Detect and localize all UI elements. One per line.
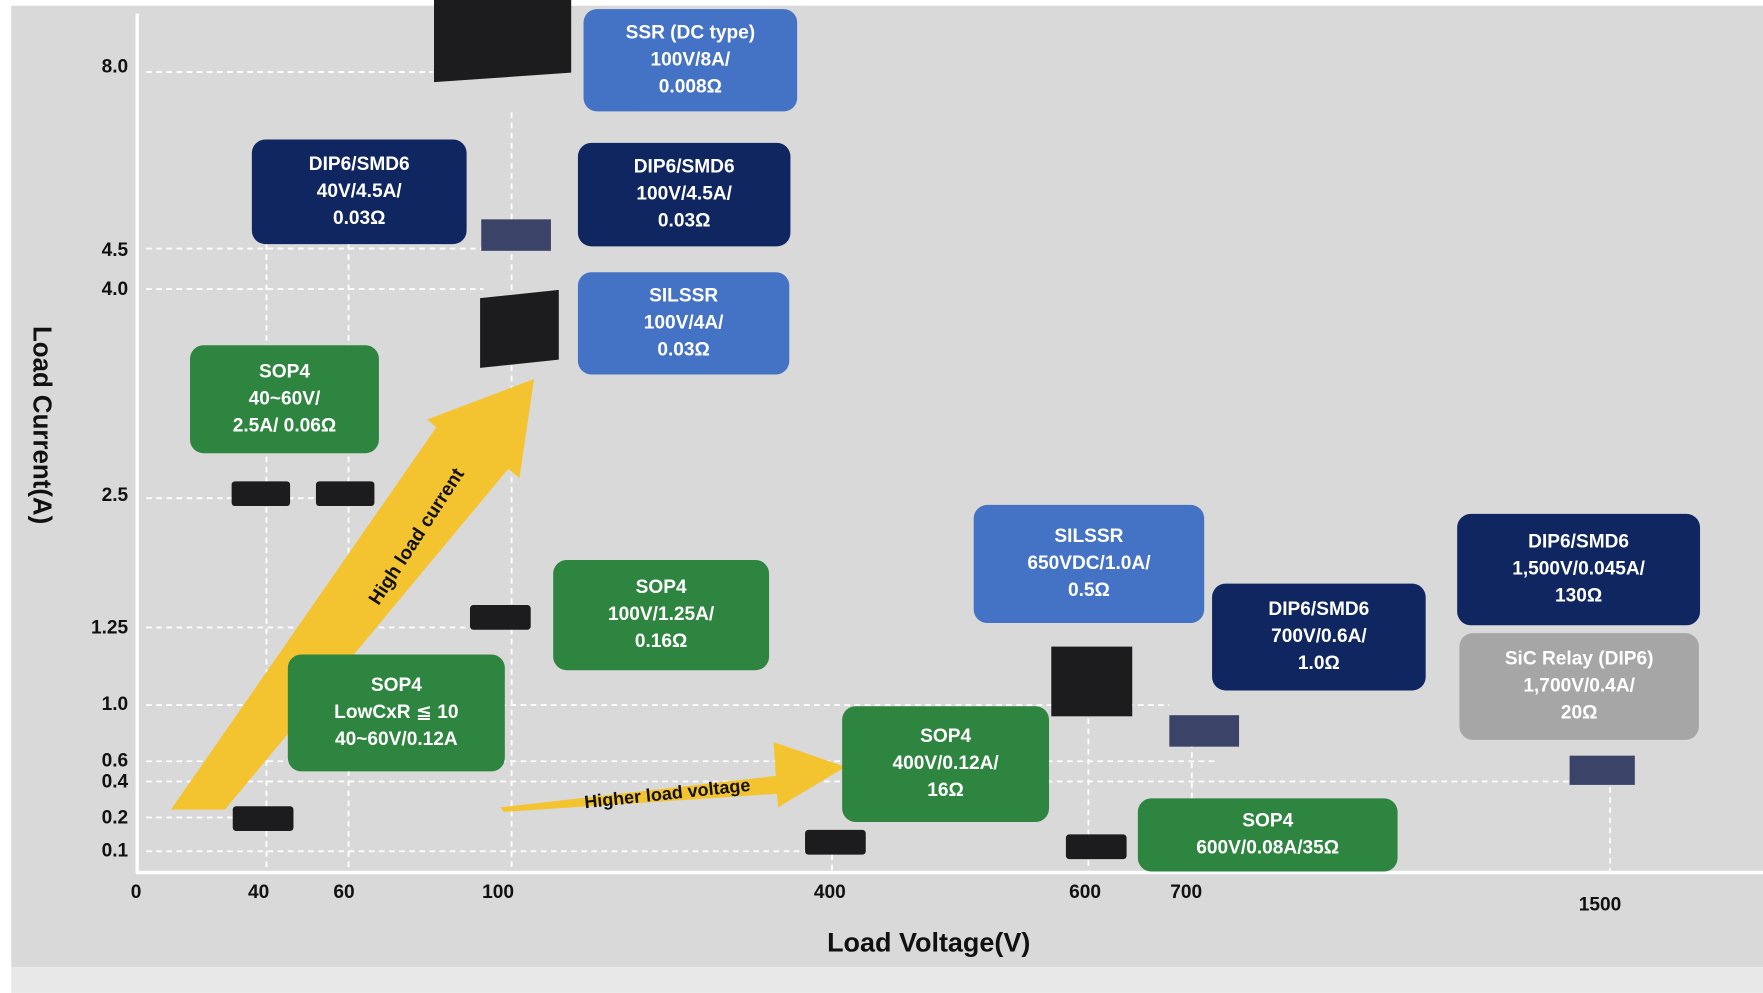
box-background <box>553 560 770 671</box>
x-tick-label: 40 <box>248 882 269 903</box>
box-line: 2.5A/ 0.06Ω <box>233 415 337 436</box>
box-line: 100V/1.25A/ <box>608 604 715 625</box>
box-line: DIP6/SMD6 <box>309 154 410 175</box>
x-tick-label: 700 <box>1170 882 1202 903</box>
box-line: LowCxR ≦ 10 <box>334 702 458 723</box>
ticks: 8.0 4.5 4.0 2.5 1.25 1.0 0.60.4 0.2 0.10 40 60 100 4… <box>91 57 1621 916</box>
y-tick-label: 0.2 <box>102 808 129 829</box>
box-line: 1,500V/0.045A/ <box>1512 559 1645 580</box>
spec-box: SiC Relay (DIP6) 1,700V/0.4A/20Ω <box>1459 633 1699 740</box>
box-line: DIP6/SMD6 <box>634 157 735 178</box>
box-line: 400V/0.12A/ <box>892 753 999 774</box>
box-line: SILSSR <box>1054 526 1123 547</box>
box-line: 40V/4.5A/ <box>317 181 403 202</box>
y-tick-label: 4.5 <box>102 240 129 261</box>
x-tick-label: 60 <box>333 882 354 903</box>
x-tick-label: 400 <box>814 882 846 903</box>
spec-box: DIP6/SMD6 100V/4.5A/0.03Ω <box>577 142 791 247</box>
spec-box: SILSSR 100V/4A/0.03Ω <box>577 272 790 375</box>
box-line: 700V/0.6A/ <box>1271 626 1367 647</box>
y-tick-label: 1.0 <box>102 694 129 715</box>
box-line: 0.008Ω <box>659 76 722 97</box>
x-tick-label: 600 <box>1069 882 1101 903</box>
box-line: 0.03Ω <box>333 208 386 229</box>
box-background <box>287 654 505 772</box>
box-line: SOP4 <box>920 726 971 747</box>
y-tick-label: 0.6 <box>102 750 129 771</box>
spec-box: SOP4 100V/1.25A/0.16Ω <box>553 560 770 671</box>
box-background <box>190 345 379 454</box>
box-line: 0.5Ω <box>1068 580 1110 601</box>
x-axis-title: Load Voltage(V) <box>827 928 1030 958</box>
y-tick-label: 0.4 <box>102 772 129 793</box>
components <box>231 0 1635 860</box>
box-line: SSR (DC type) <box>626 22 756 43</box>
box-line: DIP6/SMD6 <box>1528 532 1629 553</box>
box-line: 0.16Ω <box>635 631 688 652</box>
spec-box: SOP4 LowCxR ≦ 10 40~60V/0.12A <box>287 654 505 772</box>
spec-box: DIP6/SMD6 1,500V/0.045A/130Ω <box>1457 513 1701 626</box>
spec-box: SOP4 600V/0.08A/35Ω <box>1137 798 1398 872</box>
box-background <box>973 504 1205 623</box>
y-tick-label: 2.5 <box>102 485 129 506</box>
spec-box: SOP4 400V/0.12A/16Ω <box>842 706 1050 823</box>
box-background <box>1137 798 1398 872</box>
spec-box: SOP4 40~60V/2.5A/ 0.06Ω <box>190 345 379 454</box>
box-line: SiC Relay (DIP6) <box>1505 649 1654 670</box>
y-tick-label: 0.1 <box>102 840 129 861</box>
boxes: SSR (DC type) 100V/8A/0.008Ω DIP6/SMD6 40V/… <box>190 9 1701 872</box>
box-line: 0.03Ω <box>658 211 711 232</box>
box-background <box>842 706 1050 823</box>
box-line: 1.0Ω <box>1298 653 1340 674</box>
spec-box: SILSSR 650VDC/1.0A/0.5Ω <box>973 504 1205 623</box>
y-axis-title: Load Current(A) <box>28 326 56 524</box>
box-line: 100V/4A/ <box>644 312 724 333</box>
x-tick-label: 0 <box>131 882 142 903</box>
box-background <box>1212 583 1426 691</box>
box-background <box>1459 633 1699 740</box>
box-background <box>1457 513 1701 626</box>
box-background <box>577 272 790 375</box>
box-line: SOP4 <box>259 361 310 382</box>
box-line: SOP4 <box>636 577 687 598</box>
box-line: 40~60V/ <box>249 388 321 409</box>
spec-box: DIP6/SMD6 700V/0.6A/1.0Ω <box>1212 583 1426 691</box>
box-background <box>251 139 467 245</box>
bottom-strip <box>11 967 1763 993</box>
box-line: 130Ω <box>1555 586 1602 607</box>
box-line: 100V/4.5A/ <box>636 184 732 205</box>
box-line: 600V/0.08A/35Ω <box>1196 837 1339 858</box>
x-tick-label: 100 <box>482 882 514 903</box>
spec-box: SSR (DC type) 100V/8A/0.008Ω <box>583 9 798 112</box>
y-tick-label: 1.25 <box>91 618 129 639</box>
box-line: 0.03Ω <box>657 339 710 360</box>
box-background <box>583 9 798 112</box>
box-line: SILSSR <box>649 285 718 306</box>
box-background <box>577 142 791 247</box>
box-line: DIP6/SMD6 <box>1268 599 1369 620</box>
box-line: 16Ω <box>927 780 964 801</box>
y-tick-label: 8.0 <box>102 57 129 78</box>
x-tick-label: 1500 <box>1579 894 1622 915</box>
box-line: SOP4 <box>371 675 422 696</box>
box-line: 20Ω <box>1561 703 1598 724</box>
box-line: 100V/8A/ <box>651 49 731 70</box>
box-line: 1,700V/0.4A/ <box>1523 676 1635 697</box>
box-line: 650VDC/1.0A/ <box>1027 553 1151 574</box>
box-line: 40~60V/0.12A <box>335 729 458 750</box>
box-line: SOP4 <box>1242 810 1293 831</box>
spec-box: DIP6/SMD6 40V/4.5A/0.03Ω <box>251 139 467 245</box>
y-tick-label: 4.0 <box>102 279 129 300</box>
